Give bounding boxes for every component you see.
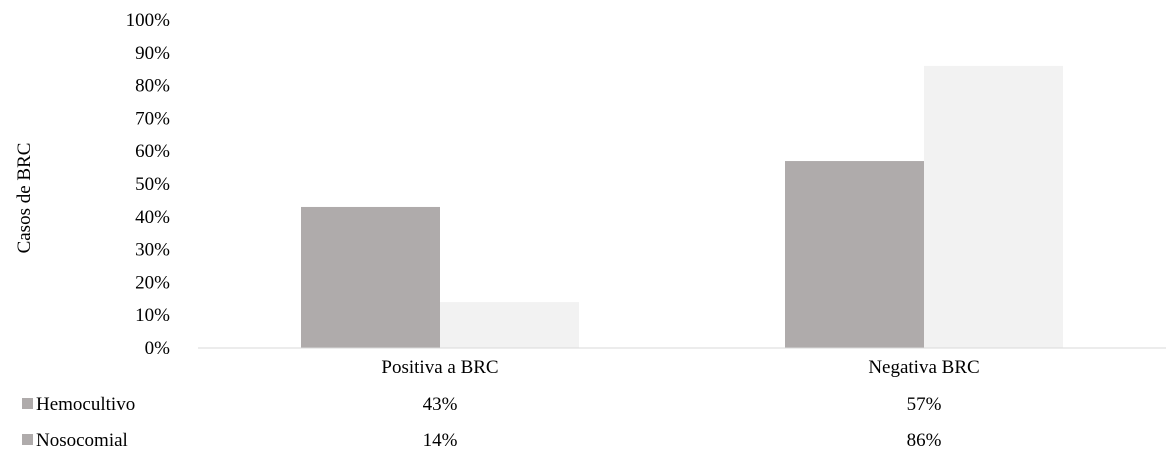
data-label: 14% [423, 430, 458, 451]
data-label: 86% [907, 430, 942, 451]
bar-hemocultivo-0 [301, 206, 440, 348]
legend-key-nosocomial [22, 434, 33, 445]
y-tick-label: 60% [135, 141, 170, 162]
series-name-nosocomial: Nosocomial [36, 430, 128, 451]
y-tick-label: 40% [135, 207, 170, 228]
series-name-hemocultivo: Hemocultivo [36, 394, 135, 415]
y-tick-label: 100% [126, 10, 171, 31]
y-tick-label: 80% [135, 76, 170, 97]
y-tick-label: 90% [135, 43, 170, 64]
y-tick-label: 10% [135, 305, 170, 326]
data-label: 43% [423, 394, 458, 415]
y-tick-label: 30% [135, 240, 170, 261]
y-tick-label: 0% [145, 338, 171, 359]
bars [301, 65, 1063, 349]
category-labels: Positiva a BRC Negativa BRC [381, 357, 979, 378]
bar-hemocultivo-1 [785, 161, 924, 348]
bar-nosocomial-0 [440, 302, 579, 348]
y-tick-label: 20% [135, 272, 170, 293]
y-tick-label: 70% [135, 108, 170, 129]
category-label: Negativa BRC [868, 357, 979, 378]
category-label: Positiva a BRC [381, 357, 498, 378]
bar-nosocomial-1 [924, 65, 1063, 349]
data-label: 57% [907, 394, 942, 415]
y-tick-label: 50% [135, 174, 170, 195]
legend-key-hemocultivo [22, 398, 33, 409]
y-axis-title: Casos de BRC [14, 143, 35, 254]
y-axis-ticks: 0% 10% 20% 30% 40% 50% 60% 70% 80% 90% 100% [126, 10, 171, 359]
data-table: Hemocultivo 43% 57% Nosocomial 14% 86% [22, 394, 942, 451]
